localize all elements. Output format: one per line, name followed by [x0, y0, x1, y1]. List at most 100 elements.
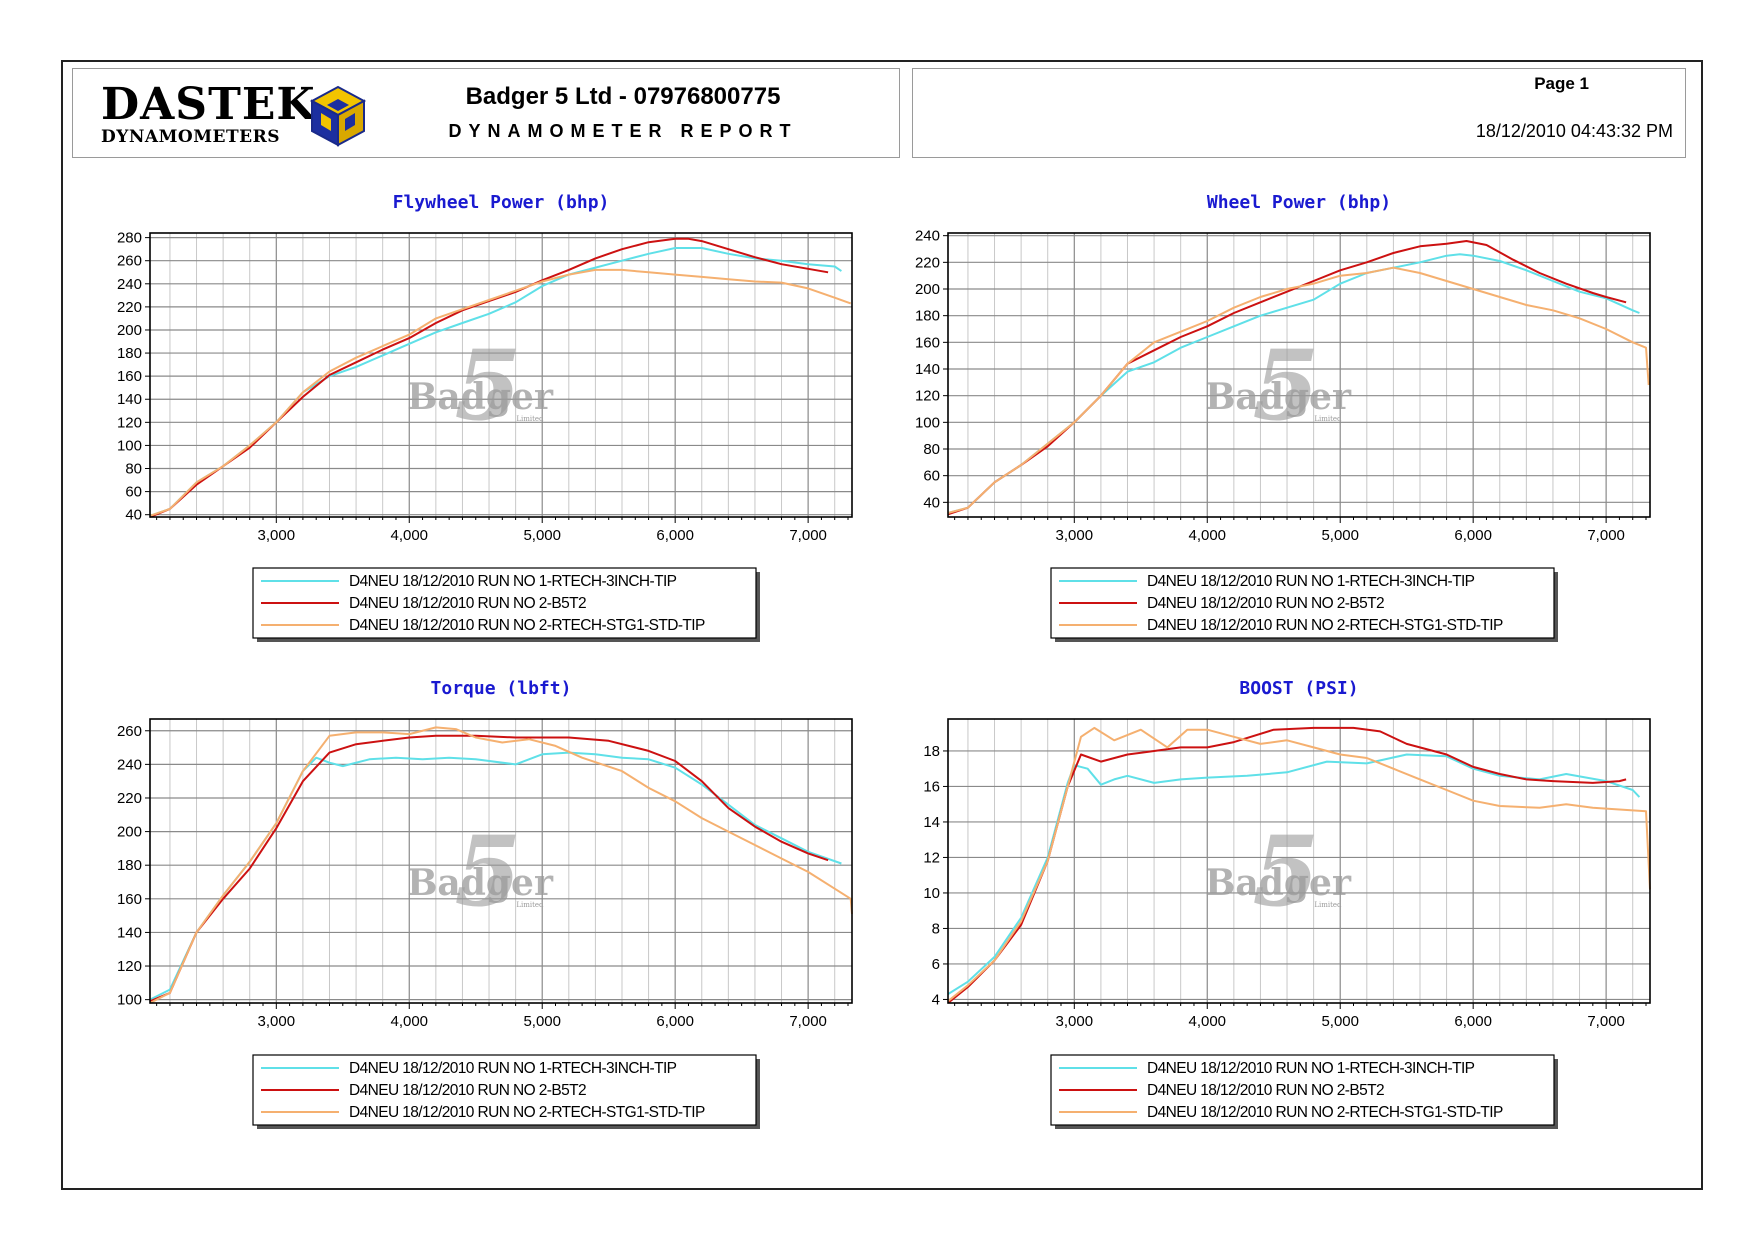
series-line-3	[947, 266, 1650, 514]
y-tick-label: 40	[125, 507, 142, 524]
y-tick-label: 240	[117, 756, 142, 773]
chart-3: Torque (lbft) 100 120 140 160 180 200 220 240 260…	[117, 678, 853, 1129]
y-tick-label: 18	[923, 743, 940, 760]
watermark-numeral: 5	[455, 329, 522, 442]
y-tick-label: 100	[117, 437, 142, 454]
x-tick-label: 7,000	[789, 527, 827, 544]
watermark-text: Badger	[407, 862, 554, 904]
y-tick-label: 220	[117, 299, 142, 316]
y-tick-label: 220	[915, 254, 940, 271]
legend-label: D4NEU 18/12/2010 RUN NO 1-RTECH-3INCH-TI…	[349, 573, 677, 590]
x-tick-label: 7,000	[789, 1013, 827, 1030]
plot-border	[149, 232, 853, 518]
report-meta: Page 1 18/12/2010 04:43:32 PM	[912, 68, 1686, 158]
y-tick-label: 160	[117, 368, 142, 385]
plot-area	[948, 233, 1650, 517]
y-tick-label: 260	[117, 253, 142, 270]
legend-label: D4NEU 18/12/2010 RUN NO 2-B5T2	[1147, 1082, 1384, 1099]
report-subtitle: DYNAMOMETER REPORT	[448, 121, 798, 141]
y-tick-label: 100	[117, 992, 142, 1009]
legend-label: D4NEU 18/12/2010 RUN NO 2-B5T2	[1147, 595, 1384, 612]
x-tick-label: 4,000	[1188, 1013, 1226, 1030]
series-line-3	[149, 726, 853, 1004]
legend-label: D4NEU 18/12/2010 RUN NO 2-RTECH-STG1-STD…	[349, 617, 705, 634]
x-tick-label: 3,000	[1056, 527, 1094, 544]
y-tick-label: 10	[923, 885, 940, 902]
plot-border	[947, 718, 1651, 1004]
y-tick-label: 260	[117, 723, 142, 740]
y-tick-label: 240	[117, 276, 142, 293]
watermark-small: Limited	[1314, 901, 1342, 909]
y-tick-label: 200	[117, 824, 142, 841]
chart-title: Wheel Power (bhp)	[1207, 192, 1391, 213]
x-tick-label: 4,000	[1188, 527, 1226, 544]
chart-title: Torque (lbft)	[431, 678, 572, 699]
x-tick-label: 6,000	[656, 527, 694, 544]
y-tick-label: 160	[915, 334, 940, 351]
y-tick-label: 120	[117, 414, 142, 431]
x-tick-label: 5,000	[1321, 1013, 1359, 1030]
x-tick-label: 6,000	[656, 1013, 694, 1030]
legend-label: D4NEU 18/12/2010 RUN NO 1-RTECH-3INCH-TI…	[1147, 573, 1475, 590]
y-tick-label: 120	[915, 388, 940, 405]
watermark-text: Badger	[407, 376, 554, 418]
series-line-3	[149, 268, 852, 517]
x-tick-label: 6,000	[1454, 1013, 1492, 1030]
y-tick-label: 80	[125, 461, 142, 478]
y-tick-label: 12	[923, 849, 940, 866]
y-tick-label: 8	[932, 920, 940, 937]
watermark-text: Badger	[1205, 862, 1352, 904]
watermark-small: Limited	[516, 901, 544, 909]
y-tick-label: 140	[117, 391, 142, 408]
x-tick-label: 3,000	[258, 1013, 296, 1030]
x-tick-label: 6,000	[1454, 527, 1492, 544]
report-frame	[61, 60, 1703, 1190]
watermark-numeral: 5	[455, 815, 522, 928]
y-tick-label: 140	[117, 924, 142, 941]
legend-label: D4NEU 18/12/2010 RUN NO 2-RTECH-STG1-STD…	[1147, 617, 1503, 634]
chart-1: Flywheel Power (bhp) 40 60 80 100 120 140 160 18…	[117, 192, 853, 642]
page-number: Page 1	[1534, 74, 1589, 93]
plot-border	[947, 232, 1651, 518]
y-tick-label: 240	[915, 228, 940, 245]
legend-label: D4NEU 18/12/2010 RUN NO 1-RTECH-3INCH-TI…	[1147, 1060, 1475, 1077]
y-tick-label: 160	[117, 891, 142, 908]
y-tick-label: 200	[117, 322, 142, 339]
x-tick-label: 5,000	[523, 527, 561, 544]
y-tick-label: 40	[923, 494, 940, 511]
legend-label: D4NEU 18/12/2010 RUN NO 1-RTECH-3INCH-TI…	[349, 1060, 677, 1077]
x-tick-label: 3,000	[1056, 1013, 1094, 1030]
legend-label: D4NEU 18/12/2010 RUN NO 2-RTECH-STG1-STD…	[1147, 1104, 1503, 1121]
watermark-numeral: 5	[1253, 329, 1320, 442]
x-tick-label: 3,000	[258, 527, 296, 544]
y-tick-label: 60	[125, 484, 142, 501]
plot-area	[150, 719, 852, 1003]
x-tick-label: 4,000	[390, 527, 428, 544]
report-datetime: 18/12/2010 04:43:32 PM	[1475, 121, 1673, 141]
legend-label: D4NEU 18/12/2010 RUN NO 2-B5T2	[349, 1082, 586, 1099]
y-tick-label: 140	[915, 361, 940, 378]
legend-label: D4NEU 18/12/2010 RUN NO 2-RTECH-STG1-STD…	[349, 1104, 705, 1121]
logo-cube-icon	[309, 85, 367, 147]
y-tick-label: 220	[117, 790, 142, 807]
chart-2: Wheel Power (bhp) 40 60 80 100 120 140 160 180 20…	[915, 192, 1651, 642]
y-tick-label: 100	[915, 414, 940, 431]
plot-border	[149, 718, 853, 1004]
series-line-3	[947, 726, 1651, 1002]
y-tick-label: 4	[932, 991, 940, 1008]
y-tick-label: 16	[923, 778, 940, 795]
chart-4: BOOST (PSI) 4 6 8 10 12 14 16 18 3,000 4,000 5,000 6…	[923, 678, 1651, 1129]
y-tick-label: 80	[923, 441, 940, 458]
watermark-numeral: 5	[1253, 815, 1320, 928]
y-tick-label: 120	[117, 958, 142, 975]
x-tick-label: 7,000	[1587, 1013, 1625, 1030]
y-tick-label: 180	[117, 345, 142, 362]
y-tick-label: 280	[117, 230, 142, 247]
y-tick-label: 60	[923, 468, 940, 485]
watermark-small: Limited	[1314, 415, 1342, 423]
company-title: Badger 5 Ltd - 07976800775	[465, 83, 781, 110]
y-tick-label: 200	[915, 281, 940, 298]
watermark-small: Limited	[516, 415, 544, 423]
report-header: DASTEK DYNAMOMETERS Badger 5 Ltd - 07976…	[72, 68, 900, 158]
